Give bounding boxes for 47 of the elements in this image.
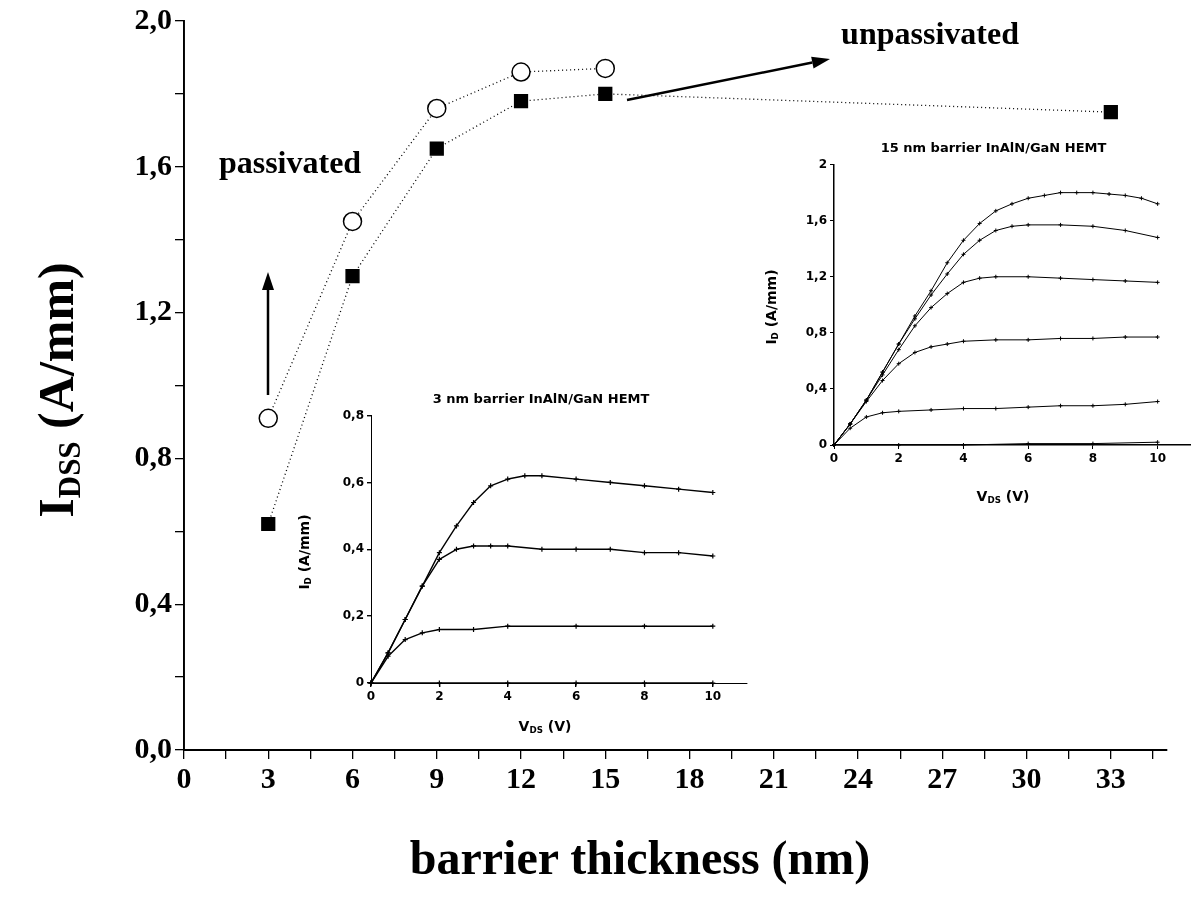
y-tick-label: 0 <box>818 437 827 452</box>
x-tick-label: 10 <box>704 689 722 704</box>
y-tick-label: 0,8 <box>342 407 364 422</box>
x-tick-label: 6 <box>345 760 361 794</box>
x-tick-label: 12 <box>506 760 537 794</box>
y-tick-label: 0,4 <box>134 584 172 618</box>
x-tick-label: 4 <box>503 689 512 704</box>
x-tick-label: 30 <box>1011 760 1042 794</box>
x-tick-label: 6 <box>1024 451 1033 466</box>
x-tick-label: 0 <box>366 689 376 704</box>
y-tick-label: 2 <box>818 156 827 171</box>
x-tick-label: 2 <box>435 689 444 704</box>
chart-title: 3 nm barrier InAlN/GaN HEMT <box>432 391 650 407</box>
x-axis-title: V$_{DS}$ (V) <box>976 488 1030 506</box>
y-tick-label: 0,2 <box>342 608 364 623</box>
x-tick-label: 2 <box>894 451 903 466</box>
x-tick-label: 9 <box>429 760 445 794</box>
y-tick-label: 2,0 <box>134 1 172 35</box>
chart-title: 15 nm barrier InAlN/GaN HEMT <box>880 140 1107 156</box>
x-tick-label: 24 <box>843 760 874 794</box>
x-tick-label: 18 <box>674 760 705 794</box>
y-tick-label: 1,2 <box>805 268 827 283</box>
y-tick-label: 1,6 <box>805 212 827 227</box>
x-axis-title: barrier thickness (nm) <box>409 831 871 884</box>
y-tick-label: 0,4 <box>805 381 827 396</box>
x-tick-label: 15 <box>590 760 621 794</box>
x-tick-label: 10 <box>1149 451 1166 466</box>
y-tick-label: 0 <box>355 675 364 690</box>
x-tick-label: 33 <box>1095 760 1126 794</box>
y-tick-label: 1,6 <box>134 147 172 181</box>
x-tick-label: 4 <box>959 451 968 466</box>
x-tick-label: 27 <box>927 760 958 794</box>
x-tick-label: 8 <box>1088 451 1098 466</box>
annotation: passivated <box>218 144 362 181</box>
y-tick-label: 0,8 <box>805 324 827 339</box>
y-tick-label: 0,0 <box>134 730 172 764</box>
x-tick-label: 3 <box>260 760 276 794</box>
x-tick-label: 0 <box>829 451 839 466</box>
y-tick-label: 0,4 <box>342 541 364 556</box>
y-tick-label: 0,8 <box>134 439 172 473</box>
y-tick-label: 1,2 <box>134 293 172 327</box>
x-tick-label: 8 <box>640 689 649 704</box>
x-axis-title: V$_{DS}$ (V) <box>518 718 572 736</box>
x-tick-label: 6 <box>571 689 581 704</box>
annotation: unpassivated <box>841 15 1020 52</box>
x-tick-label: 21 <box>758 760 789 794</box>
y-tick-label: 0,6 <box>342 474 364 489</box>
